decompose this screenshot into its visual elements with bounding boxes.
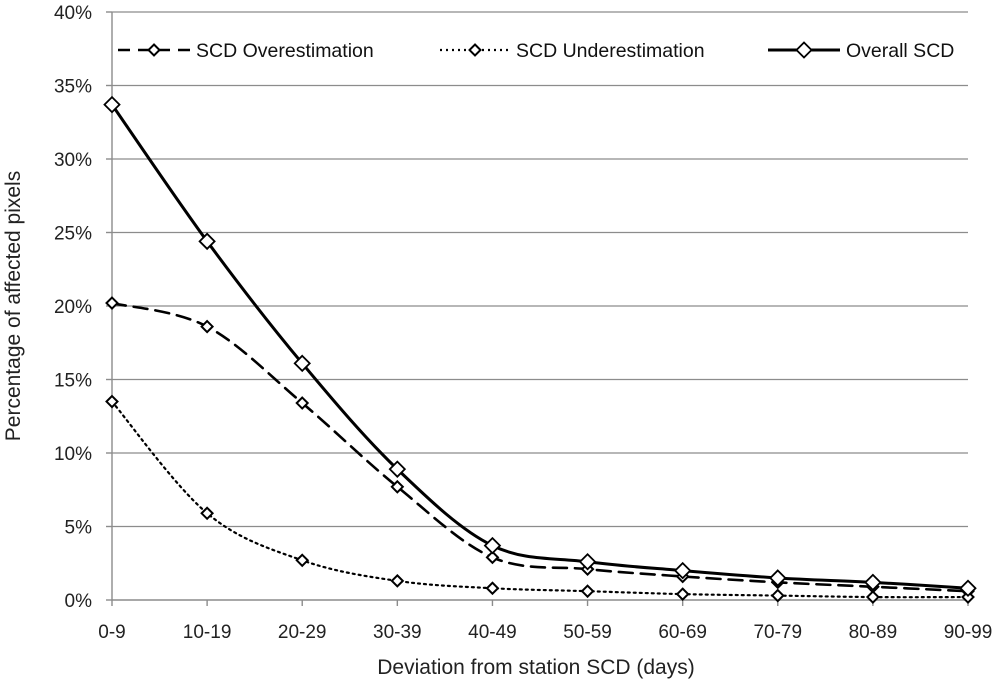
data-point-scd-underestimation	[865, 590, 880, 604]
x-tick-label: 50-59	[563, 622, 612, 643]
data-point-scd-underestimation	[580, 584, 595, 599]
x-tick-label: 90-99	[944, 622, 993, 643]
x-axis-title: Deviation from station SCD (days)	[377, 656, 694, 679]
series-lines	[110, 103, 970, 599]
data-point-overall-scd	[769, 569, 787, 587]
x-tick-label: 20-29	[278, 622, 327, 643]
legend-label: Overall SCD	[846, 40, 954, 62]
y-tick-label: 0%	[65, 591, 93, 612]
x-tick-label: 0-9	[98, 622, 125, 643]
data-point-scd-overestimation	[200, 319, 215, 334]
legend: SCD Overestimation SCD Underestimation Ove…	[118, 40, 954, 62]
legend-marker	[795, 41, 813, 59]
x-tick-label: 70-79	[753, 622, 802, 643]
legend-marker	[468, 43, 482, 57]
y-tick-label: 25%	[54, 224, 92, 245]
data-point-scd-underestimation	[485, 581, 500, 596]
x-tick-label: 60-69	[658, 622, 707, 643]
x-tick-label: 80-89	[849, 622, 898, 643]
x-tick-label: 10-19	[183, 622, 232, 643]
y-tick-label: 20%	[54, 297, 92, 318]
legend-label: SCD Overestimation	[196, 40, 374, 62]
legend-item-scd-underestimation: SCD Underestimation	[440, 40, 705, 62]
data-point-scd-underestimation	[961, 590, 975, 604]
data-point-scd-underestimation	[105, 394, 119, 409]
data-point-overall-scd	[388, 460, 407, 478]
data-point-overall-scd	[673, 561, 692, 580]
x-tick-label: 30-39	[373, 622, 422, 643]
data-point-scd-overestimation	[295, 396, 310, 410]
x-tick-labels: 0-9 10-19 20-29 30-39 40-49 50-59 60-69 70-79 80…	[98, 622, 992, 643]
data-point-overall-scd	[483, 536, 502, 555]
data-point-overall-scd	[293, 354, 311, 373]
y-tick-label: 30%	[54, 150, 92, 171]
data-point-scd-overestimation	[485, 550, 500, 565]
gridlines	[112, 11, 968, 528]
legend-label: SCD Underestimation	[516, 40, 705, 62]
data-point-scd-underestimation	[675, 587, 690, 602]
legend-marker	[147, 43, 161, 57]
data-point-scd-overestimation	[390, 479, 405, 494]
series-line-overall-scd	[110, 103, 970, 590]
data-point-scd-underestimation	[390, 573, 405, 588]
series-line-scd-overestimation	[110, 301, 970, 593]
legend-item-overall-scd: Overall SCD	[768, 40, 954, 62]
data-point-overall-scd	[578, 553, 597, 571]
y-tick-label: 35%	[54, 77, 92, 98]
series-line-scd-underestimation	[110, 400, 970, 599]
data-point-scd-underestimation	[200, 506, 215, 521]
data-point-overall-scd	[864, 573, 882, 592]
y-axis-title: Percentage of affected pixels	[2, 171, 25, 441]
y-tick-labels: 0% 5% 10% 15% 20% 25% 30% 35% 40%	[54, 3, 92, 612]
data-point-scd-underestimation	[295, 553, 310, 568]
y-tick-label: 15%	[54, 371, 92, 392]
data-point-overall-scd	[103, 95, 121, 114]
y-tick-label: 40%	[54, 3, 92, 24]
series-markers	[103, 95, 977, 604]
data-point-overall-scd	[198, 232, 216, 251]
y-tick-label: 5%	[65, 518, 93, 539]
legend-item-scd-overestimation: SCD Overestimation	[118, 40, 374, 62]
axes	[106, 11, 969, 606]
y-tick-label: 10%	[54, 444, 92, 465]
data-point-overall-scd	[959, 579, 977, 598]
data-point-scd-underestimation	[770, 588, 785, 603]
data-point-scd-overestimation	[105, 296, 119, 310]
x-tick-label: 40-49	[468, 622, 517, 643]
